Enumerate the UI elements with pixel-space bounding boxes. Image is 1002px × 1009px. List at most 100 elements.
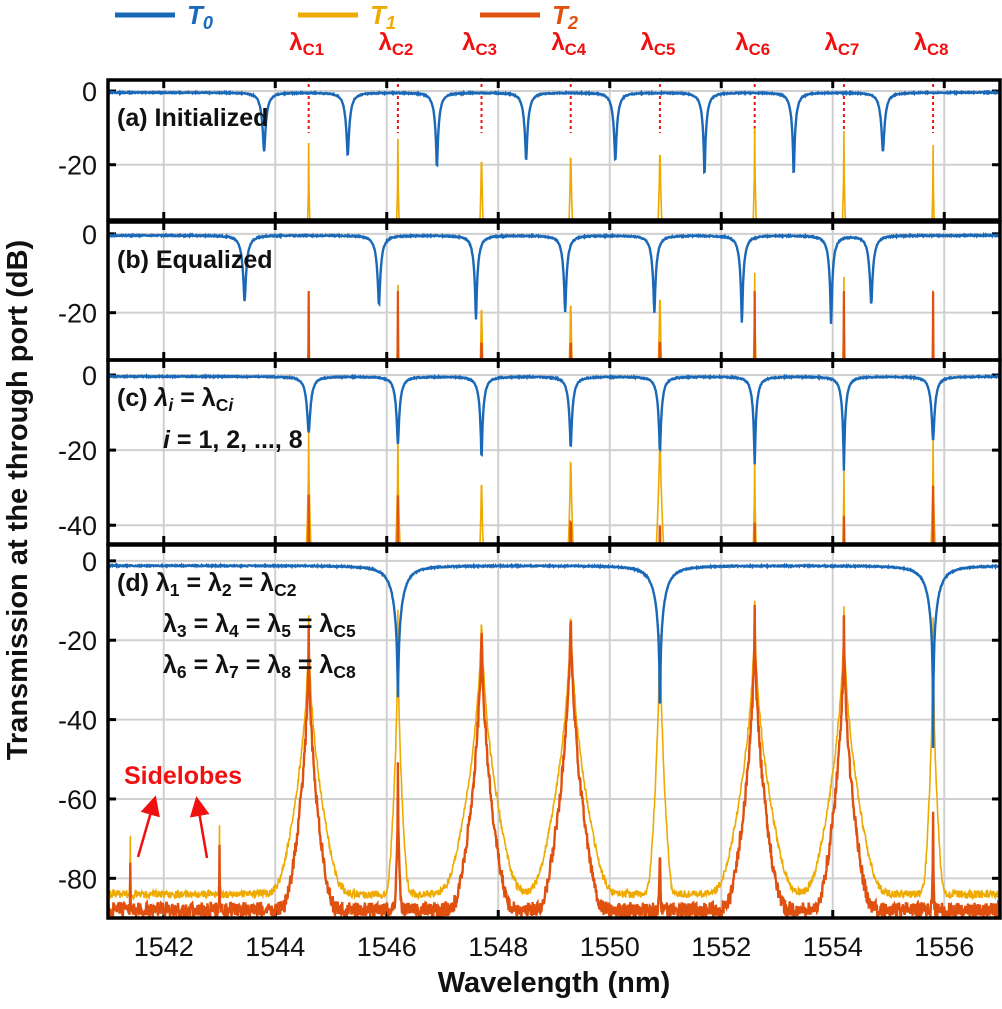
legend-label: T1​ bbox=[370, 0, 396, 33]
y-tick-label: -40 bbox=[58, 706, 97, 736]
text-part: (a) Initialized bbox=[117, 104, 268, 132]
text-part: λ bbox=[735, 29, 748, 56]
y-tick-label: -20 bbox=[58, 626, 97, 656]
text-part: T bbox=[370, 0, 388, 30]
x-tick-label: 1544 bbox=[245, 932, 305, 962]
subscript: 2 bbox=[567, 13, 578, 33]
series-T1-line bbox=[108, 600, 1000, 901]
curves bbox=[108, 372, 1000, 544]
subscript: C4 bbox=[565, 40, 587, 59]
channel-label: λC6​ bbox=[735, 29, 770, 59]
text-part: T bbox=[187, 0, 205, 30]
text-part: = λ bbox=[232, 569, 274, 597]
curves bbox=[108, 231, 1000, 360]
subscript: i bbox=[168, 395, 174, 415]
text-part: = λ bbox=[291, 610, 333, 638]
text-part: λ bbox=[551, 29, 564, 56]
series-T2-line bbox=[108, 604, 1000, 918]
channel-label: λC8​ bbox=[914, 29, 949, 59]
panel-label: λ3​ = λ4​ = λ5​ = λC5​ bbox=[163, 610, 356, 641]
y-tick-label: 0 bbox=[82, 220, 97, 250]
subscript: C8 bbox=[927, 40, 948, 59]
series-T1-line bbox=[305, 430, 936, 544]
subscript: 2 bbox=[222, 580, 232, 600]
text-part: λ bbox=[914, 29, 927, 56]
subscript: C5 bbox=[654, 40, 675, 59]
subscript: C7 bbox=[838, 40, 859, 59]
panel-label: (b) Equalized bbox=[117, 246, 273, 274]
panel-frame bbox=[106, 220, 1002, 362]
x-tick-label: 1548 bbox=[468, 932, 528, 962]
text-part: λ bbox=[462, 29, 475, 56]
text-part: (c) bbox=[117, 384, 155, 412]
subscript: C bbox=[216, 395, 229, 415]
x-tick-label: 1542 bbox=[134, 932, 194, 962]
x-tick-label: 1550 bbox=[580, 932, 640, 962]
sidelobes-label: Sidelobes bbox=[124, 762, 242, 790]
channel-label: λC4​ bbox=[551, 29, 586, 59]
text-part: (b) Equalized bbox=[117, 246, 273, 274]
text-part: λ bbox=[153, 384, 169, 412]
y-tick-label: 0 bbox=[82, 547, 97, 577]
subscript: C8 bbox=[333, 662, 356, 682]
text-part: T bbox=[552, 0, 570, 30]
panel-d: 0-20-40-60-80(d) λ1​ = λ2​ = λC2​λ3​ = λ… bbox=[58, 543, 1002, 920]
text-part: λ bbox=[641, 29, 654, 56]
subscript: 3 bbox=[177, 621, 187, 641]
panel-c: 0-20-40(c) λi​ = λC​i​i = 1, 2, ..., 8 bbox=[58, 358, 1002, 546]
x-tick-label: 1556 bbox=[914, 932, 974, 962]
x-tick-label: 1554 bbox=[803, 932, 863, 962]
channel-label: λC7​ bbox=[824, 29, 859, 59]
series-T0-line bbox=[108, 562, 1000, 749]
channel-label: λC3​ bbox=[462, 29, 497, 59]
y-tick-label: -80 bbox=[58, 864, 97, 894]
channel-label: λC5​ bbox=[641, 29, 676, 59]
legend-item-T2: T2​ bbox=[480, 0, 578, 33]
legend-item-T1: T1​ bbox=[298, 0, 396, 33]
channel-label: λC1​ bbox=[289, 29, 324, 59]
x-axis: 1542 1544 1546 1548 1550 1552 1554 1556 bbox=[134, 932, 975, 962]
y-tick-label: -40 bbox=[58, 511, 97, 541]
legend-label: T2​ bbox=[552, 0, 578, 33]
text-part: = λ bbox=[291, 651, 333, 679]
curves bbox=[108, 89, 1000, 220]
y-tick-label: 0 bbox=[82, 77, 97, 107]
panels: 0 -20 (a) Initialized 0 -20 (b) Equalized 0 -20… bbox=[58, 77, 1002, 920]
series-T0-line bbox=[108, 231, 1000, 324]
y-axis-label: Transmission at the through port (dB) bbox=[2, 240, 34, 760]
text-part: = λ bbox=[180, 569, 222, 597]
y-tick-label: -20 bbox=[58, 151, 97, 181]
text-part: λ bbox=[289, 29, 302, 56]
text-part: = λ bbox=[187, 610, 229, 638]
subscript: C5 bbox=[333, 621, 356, 641]
legend-item-T0: T0​ bbox=[115, 0, 213, 33]
subscript: 1 bbox=[386, 13, 396, 33]
curves bbox=[108, 562, 1000, 918]
x-axis-label: Wavelength (nm) bbox=[438, 967, 671, 999]
subscript: 6 bbox=[177, 662, 187, 682]
text-part: λ bbox=[824, 29, 837, 56]
series-T0-line bbox=[108, 89, 1000, 175]
text-part: = 1, 2, ..., 8 bbox=[170, 426, 303, 454]
panel-label: (a) Initialized bbox=[117, 104, 268, 132]
subscript: C6 bbox=[749, 40, 770, 59]
sidelobe-arrow bbox=[136, 795, 160, 858]
x-tick-label: 1546 bbox=[357, 932, 417, 962]
subscript: 4 bbox=[229, 621, 239, 641]
subscript: C2 bbox=[274, 580, 297, 600]
sidelobe-arrow bbox=[189, 796, 210, 859]
text-part: λ bbox=[378, 29, 391, 56]
legend: T0​ T1​ T2​ bbox=[115, 0, 578, 33]
text-part: (d) λ bbox=[117, 569, 170, 597]
subscript: C1 bbox=[303, 40, 324, 59]
text-part: λ bbox=[163, 610, 177, 638]
text-part: i bbox=[163, 426, 171, 454]
subscript: 5 bbox=[281, 621, 291, 641]
sidelobes-annotation: Sidelobes bbox=[124, 762, 242, 859]
legend-label: T0​ bbox=[187, 0, 213, 33]
y-tick-label: -60 bbox=[58, 785, 97, 815]
text-part: = λ bbox=[239, 610, 281, 638]
panel-label: i = 1, 2, ..., 8 bbox=[163, 426, 303, 454]
panel-label: λ6​ = λ7​ = λ8​ = λC8​ bbox=[163, 651, 356, 682]
